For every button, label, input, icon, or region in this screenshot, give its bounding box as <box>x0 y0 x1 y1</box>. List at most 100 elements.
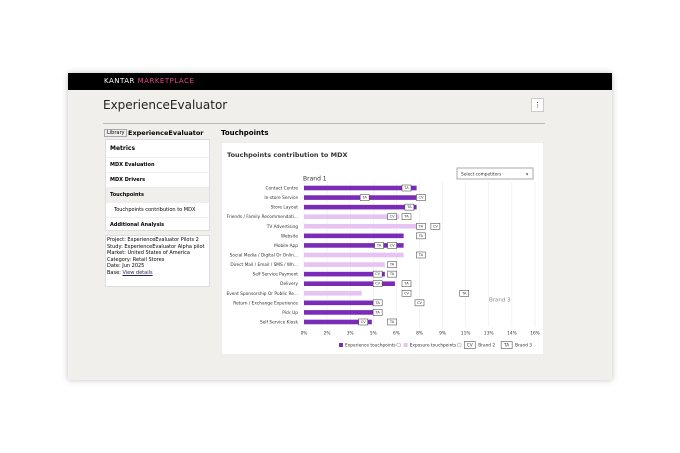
detail-label: Date: <box>107 263 121 269</box>
marker-label: TA <box>461 291 467 295</box>
competitor-marker <box>359 194 370 201</box>
detail-label: Category: <box>107 256 132 263</box>
bar <box>304 290 362 296</box>
marker-label: TA <box>403 282 409 286</box>
detail-value[interactable]: View details <box>122 269 153 276</box>
detail-row: Project: ExperienceEvaluator Pilots 2 <box>107 237 208 244</box>
detail-row: Category: Retail Stores <box>107 257 208 264</box>
detail-row: Study: ExperienceEvaluator Alpha pilot <box>107 244 208 251</box>
competitor-marker <box>372 270 383 278</box>
legend-marker-label: TA <box>503 343 509 349</box>
competitor-marker <box>387 261 397 268</box>
bar <box>304 233 404 239</box>
detail-label: Study: <box>107 243 123 250</box>
x-tick-label: 16% <box>530 331 540 337</box>
competitor-marker <box>416 251 426 259</box>
competitor-marker <box>372 299 383 307</box>
info-icon <box>396 342 401 348</box>
marker-label: CV <box>390 243 396 247</box>
competitor-marker <box>401 290 412 297</box>
bar <box>304 262 385 267</box>
marker-label: TA <box>418 234 424 238</box>
marker-label: TA <box>374 301 380 305</box>
y-tick-label: Delivery <box>280 281 298 287</box>
detail-value: United States of America <box>127 250 190 256</box>
competitor-marker <box>374 242 384 249</box>
legend-marker <box>500 341 513 349</box>
detail-value: ExperienceEvaluator Pilots 2 <box>127 237 199 243</box>
dropdown[interactable] <box>456 167 534 180</box>
y-tick-label: Event Sponsorship Or Public Re... <box>227 291 299 297</box>
marker-label: TA <box>374 310 380 314</box>
legend-marker-label: CV <box>467 343 473 349</box>
marker-label: CV <box>361 320 367 324</box>
menu-item[interactable]: MDX Drivers <box>106 172 209 187</box>
competitor-marker <box>401 184 412 192</box>
x-tick-label: 13% <box>484 331 494 337</box>
y-tick-label: Direct Mail / Email / SMS / Wh... <box>230 262 298 268</box>
y-tick-label: Self Service Payment <box>252 272 298 278</box>
divider <box>103 123 545 124</box>
detail-value: Retail Stores <box>132 256 165 263</box>
bar <box>304 204 417 210</box>
menu-item[interactable]: Touchpoints <box>106 187 209 202</box>
breadcrumb[interactable]: Library <box>104 129 128 137</box>
section-title: Touchpoints <box>221 129 269 137</box>
competitor-marker <box>358 318 368 326</box>
y-tick-label: Pick Up <box>282 310 298 316</box>
metrics-panel: Metrics MDX Evaluation MDX Drivers Touchpo… <box>105 139 210 231</box>
y-tick-label: Website <box>281 233 298 239</box>
x-tick-label: 0% <box>301 331 308 337</box>
legend-swatch <box>403 343 408 347</box>
marker-label: TA <box>406 205 412 209</box>
legend-label: Experience touchpoints <box>345 343 396 349</box>
chart-title: Touchpoints contribution to MDX <box>227 151 348 159</box>
legend-swatch <box>339 343 343 347</box>
competitor-marker <box>387 318 397 326</box>
bar <box>304 281 395 286</box>
competitor-marker <box>372 309 383 316</box>
marker-label: CV <box>417 301 423 305</box>
info-icon <box>457 342 462 348</box>
panel-title: Metrics <box>110 145 136 152</box>
legend-label: Brand 3 <box>515 343 532 349</box>
marker-label: TA <box>418 253 424 257</box>
marker-label: TA <box>376 243 382 247</box>
x-tick-label: 6% <box>393 331 400 337</box>
marker-label: TA <box>361 196 367 200</box>
bar <box>304 252 404 258</box>
competitor-marker <box>430 223 441 230</box>
x-tick-label: 14% <box>507 331 517 337</box>
competitor-marker <box>387 270 397 278</box>
detail-label: Project: <box>107 237 126 243</box>
bar <box>304 214 400 220</box>
competitor-marker <box>416 223 426 230</box>
dropdown-arrow: ▾ <box>526 173 529 178</box>
marker-label: CV <box>404 291 410 295</box>
x-tick-label: 8% <box>416 331 423 337</box>
marker-label: CV <box>418 196 424 200</box>
menu-item[interactable]: MDX Evaluation <box>106 157 209 172</box>
y-tick-label: TV Advertising <box>266 224 299 230</box>
breadcrumb-current: ExperienceEvaluator <box>128 129 204 137</box>
competitor-marker <box>387 242 397 249</box>
detail-label: Base: <box>107 269 121 276</box>
menu-button[interactable]: ⋮ <box>531 98 544 112</box>
y-tick-label: Self Service Kiosk <box>260 319 299 325</box>
y-tick-label: Social Media / Digital Or Onlin... <box>230 252 298 258</box>
bar <box>304 310 375 315</box>
competitor-marker <box>414 299 425 307</box>
competitor-marker <box>401 213 412 220</box>
chart: Touchpoints contribution to MDX Select c… <box>221 142 544 355</box>
details-panel: Project: ExperienceEvaluator Pilots 2 Stu… <box>105 235 210 287</box>
product: MARKETPLACE <box>137 77 195 85</box>
menu-item[interactable]: Additional Analysis <box>106 217 209 232</box>
bar <box>304 223 417 229</box>
y-tick-label: In-store Service <box>264 195 298 201</box>
detail-row: Base: View details <box>107 270 208 277</box>
competitor-marker <box>459 290 470 297</box>
menu-item[interactable]: Touchpoints contribution to MDX <box>106 202 209 217</box>
bar <box>304 319 372 325</box>
competitor-marker <box>401 280 412 287</box>
